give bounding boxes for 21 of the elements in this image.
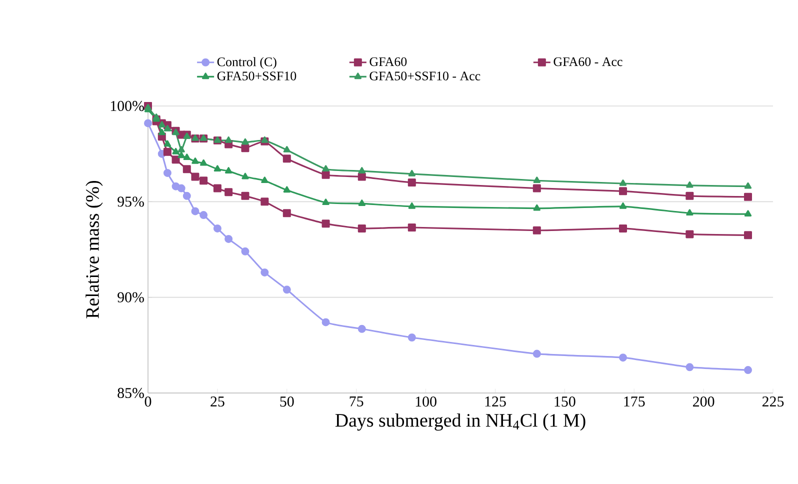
x-tick-label: 200 bbox=[693, 396, 714, 407]
legend-label: GFA50+SSF10 - Acc bbox=[370, 72, 480, 80]
x-tick-label: 175 bbox=[624, 396, 645, 407]
legend-label: GFA50+SSF10 bbox=[217, 72, 296, 80]
y-tick-label: 95% bbox=[118, 196, 144, 207]
x-tick-label: 50 bbox=[280, 396, 294, 407]
x-tick-label: 25 bbox=[210, 396, 224, 407]
x-tick-label: 75 bbox=[350, 396, 364, 406]
x-tick-label: 0 bbox=[144, 396, 152, 407]
y-axis-title: Relative mass (%) bbox=[86, 180, 103, 318]
x-tick-label: 100 bbox=[416, 396, 436, 407]
legend-label: GFA60 bbox=[370, 57, 407, 66]
legend-label: Control (C) bbox=[217, 57, 276, 69]
x-axis-title: Days submerged in NH$_{4}$Cl (1 M) bbox=[335, 413, 586, 431]
legend-label: GFA60 - Acc bbox=[554, 57, 622, 66]
y-tick-label: 85% bbox=[118, 388, 144, 398]
x-tick-label: 150 bbox=[554, 396, 576, 407]
x-tick-label: 125 bbox=[485, 396, 506, 407]
y-tick-label: 90% bbox=[118, 292, 144, 302]
y-tick-label: 100% bbox=[110, 100, 144, 112]
x-tick-label: 225 bbox=[762, 396, 784, 407]
